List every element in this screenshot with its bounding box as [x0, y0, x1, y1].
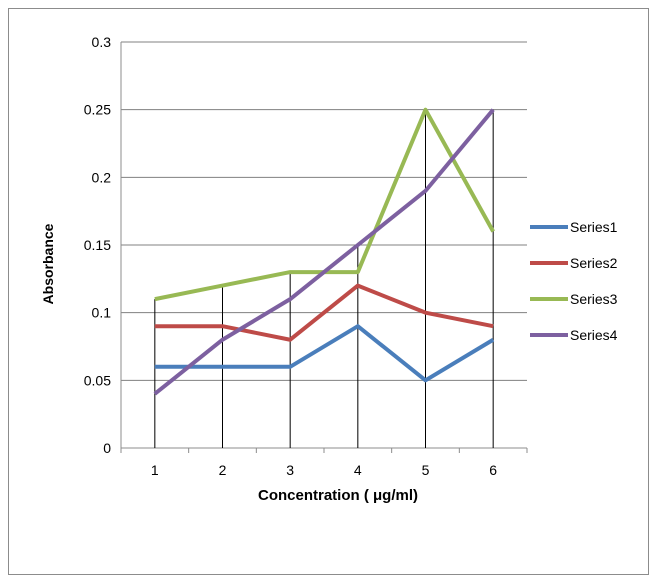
y-tick-label: 0.05 [84, 372, 111, 388]
y-axis-label: Absorbance [40, 223, 56, 304]
x-tick-label: 5 [422, 462, 430, 478]
x-tick-label: 2 [219, 462, 227, 478]
y-tick-label: 0.25 [84, 102, 111, 118]
legend-label: Series1 [570, 219, 618, 235]
legend-label: Series4 [570, 327, 618, 343]
grid-lines [120, 41, 528, 453]
y-tick-label: 0.15 [84, 237, 111, 253]
series-lines [153, 107, 495, 396]
y-tick-label: 0 [103, 440, 111, 456]
x-tick-label: 4 [354, 462, 362, 478]
x-tick-label: 6 [489, 462, 497, 478]
series-line-series4 [153, 108, 495, 396]
legend: Series1 Series2 Series3 Series4 [530, 219, 618, 343]
x-tick-label: 1 [151, 462, 159, 478]
series-line-series2 [154, 283, 494, 342]
legend-label: Series3 [570, 291, 618, 307]
y-tick-label: 0.2 [92, 169, 112, 185]
y-tick-label: 0.3 [92, 34, 112, 50]
drop-lines [154, 109, 494, 448]
series-line-series1 [154, 324, 495, 383]
legend-label: Series2 [570, 255, 618, 271]
x-axis-label: Concentration ( μg/ml) [258, 487, 418, 504]
y-tick-labels: 0 0.05 0.1 0.15 0.2 0.25 0.3 [84, 34, 111, 456]
x-tick-label: 3 [286, 462, 294, 478]
x-tick-labels: 1 2 3 4 5 6 [151, 462, 497, 478]
y-tick-label: 0.1 [92, 305, 112, 321]
